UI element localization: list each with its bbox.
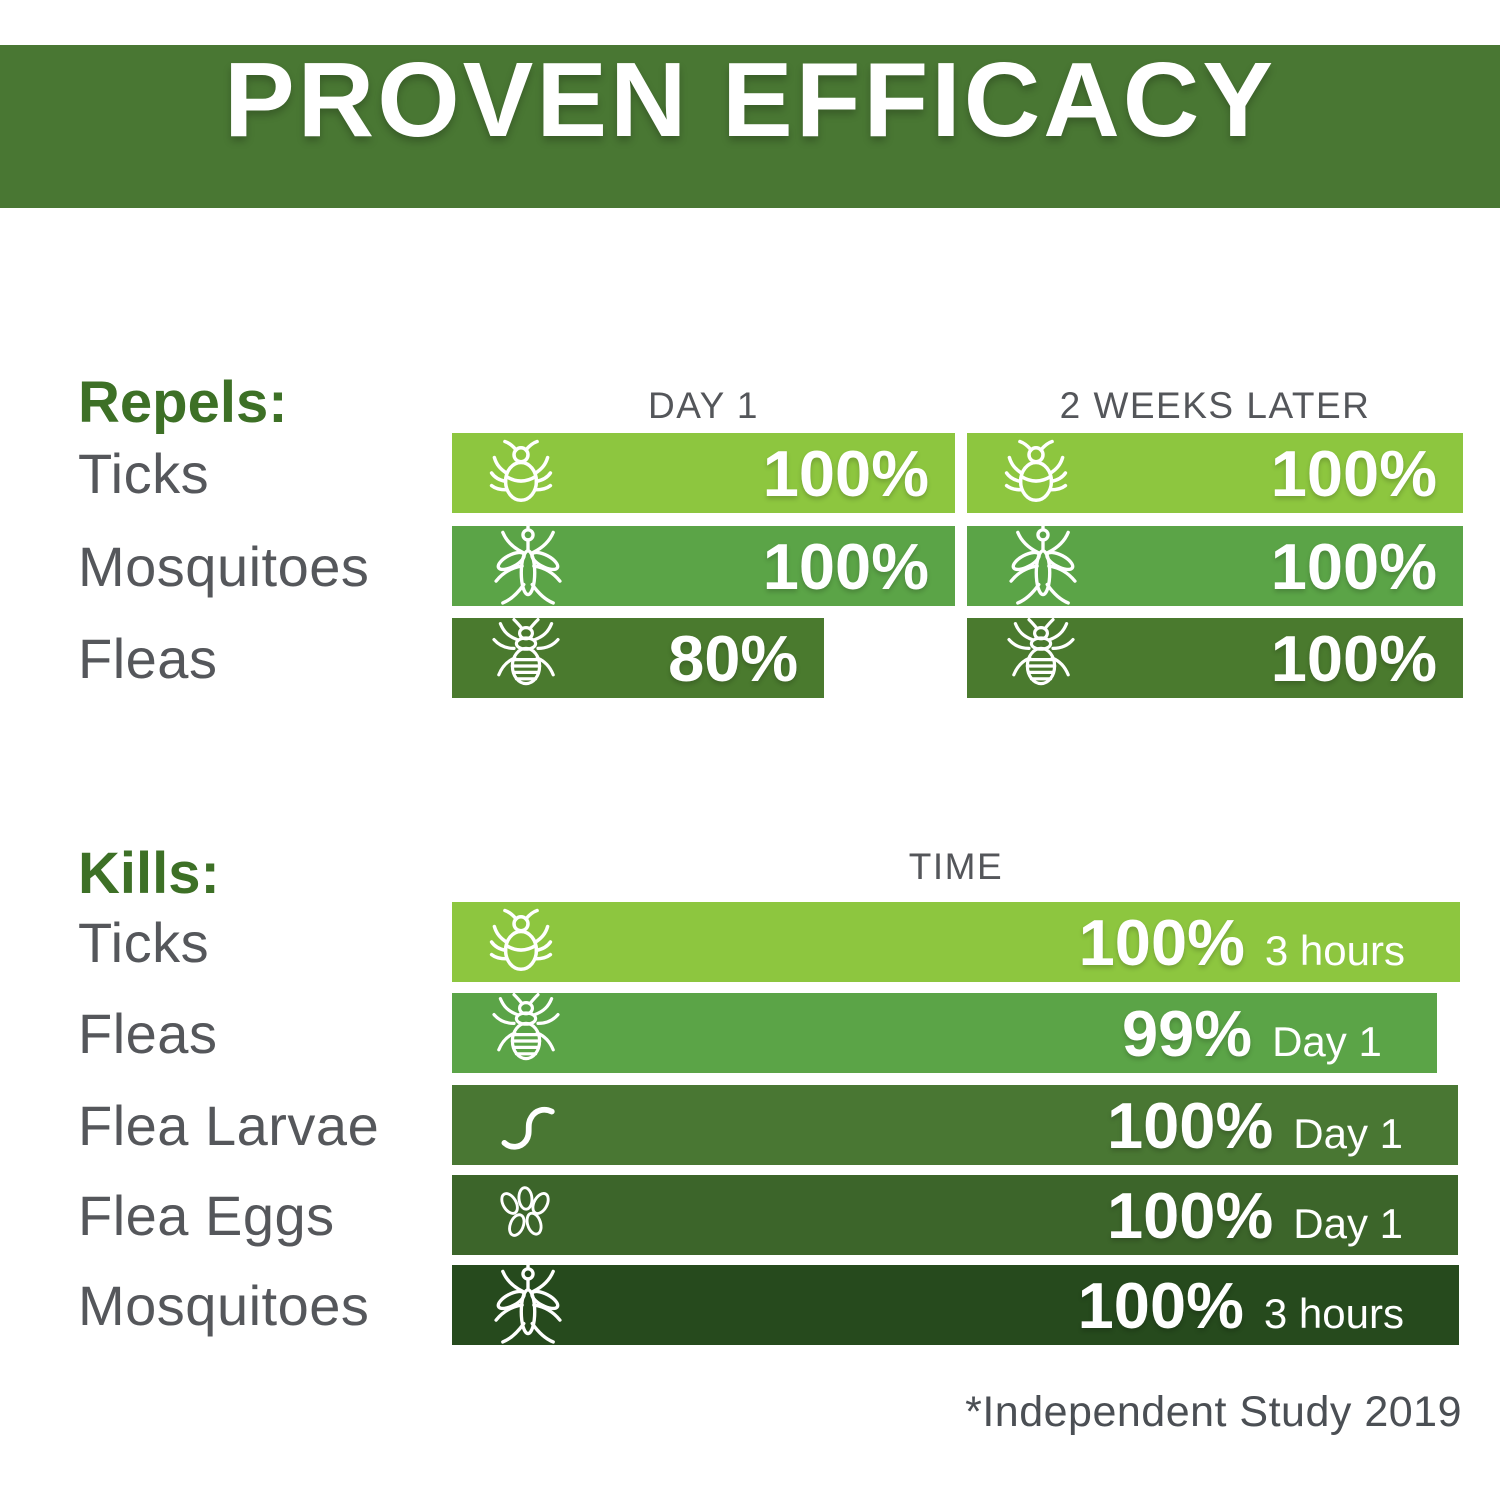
header-banner: PROVEN EFFICACY (0, 45, 1500, 208)
mosquito-icon (1001, 524, 1085, 608)
bar-value: 100% (1270, 529, 1437, 603)
tick-icon (1001, 438, 1071, 508)
larva-icon (486, 1093, 574, 1157)
kills-row-label-flea-eggs: Flea Eggs (78, 1183, 335, 1247)
bar-repels-mosquitoes-2weeks: 100% (967, 526, 1463, 606)
flea-icon (486, 993, 566, 1073)
bar-value: 100% (1107, 1178, 1274, 1252)
bar-repels-mosquitoes-day1: 100% (452, 526, 955, 606)
kills-row-label-flea-larvae: Flea Larvae (78, 1093, 380, 1157)
tick-icon (486, 907, 556, 977)
tick-icon (486, 438, 556, 508)
kills-row-label-fleas: Fleas (78, 1001, 218, 1065)
bar-time-label: Day 1 (1293, 1109, 1403, 1157)
column-header-2-weeks-later: 2 WEEKS LATER (1059, 385, 1371, 426)
bar-value: 100% (1270, 436, 1437, 510)
bar-value: 100% (762, 529, 929, 603)
flea-icon (1001, 618, 1081, 698)
column-header-day1: DAY 1 (647, 385, 760, 426)
mosquito-icon (486, 524, 570, 608)
bar-kills-ticks: 100% 3 hours (452, 902, 1460, 982)
kills-row-label-mosquitoes: Mosquitoes (78, 1273, 370, 1337)
repels-section-label: Repels: (78, 370, 288, 435)
bar-repels-fleas-day1: 80% (452, 618, 825, 698)
bar-time-label: 3 hours (1263, 1289, 1404, 1337)
bar-kills-mosquitoes: 100% 3 hours (452, 1265, 1459, 1345)
flea-icon (486, 618, 566, 698)
bar-value: 80% (668, 621, 799, 695)
repels-row-label-mosquitoes: Mosquitoes (78, 534, 370, 598)
page-title: PROVEN EFFICACY (223, 41, 1277, 159)
mosquito-icon (486, 1263, 570, 1347)
bar-time-label: Day 1 (1293, 1199, 1403, 1247)
bar-kills-fleas: 99% Day 1 (452, 993, 1437, 1073)
repels-2-weeks-column: 100% 100% 100% (967, 433, 1463, 698)
kills-time-column: 100% 3 hours 99% Day 1 100% Day 1 (452, 902, 1460, 1345)
repels-day1-column: 100% 100% 80% (452, 433, 955, 698)
bar-value: 100% (762, 436, 929, 510)
column-header-time: TIME (908, 846, 1004, 887)
bar-value: 100% (1078, 905, 1245, 979)
bar-value: 100% (1077, 1268, 1244, 1342)
repels-row-label-fleas: Fleas (78, 626, 218, 690)
eggs-icon (486, 1179, 562, 1251)
bar-repels-fleas-2weeks: 100% (967, 618, 1463, 698)
bar-time-label: 3 hours (1264, 926, 1405, 974)
kills-row-label-ticks: Ticks (78, 910, 210, 974)
study-footnote: *Independent Study 2019 (965, 1388, 1462, 1436)
kills-section-label: Kills: (78, 841, 220, 906)
bar-kills-flea-eggs: 100% Day 1 (452, 1175, 1458, 1255)
bar-repels-ticks-2weeks: 100% (967, 433, 1463, 513)
bar-kills-flea-larvae: 100% Day 1 (452, 1085, 1458, 1165)
bar-repels-ticks-day1: 100% (452, 433, 955, 513)
bar-value: 99% (1121, 996, 1253, 1070)
bar-value: 100% (1107, 1088, 1274, 1162)
bar-time-label: Day 1 (1272, 1017, 1382, 1065)
repels-row-label-ticks: Ticks (78, 441, 210, 505)
bar-value: 100% (1270, 621, 1437, 695)
